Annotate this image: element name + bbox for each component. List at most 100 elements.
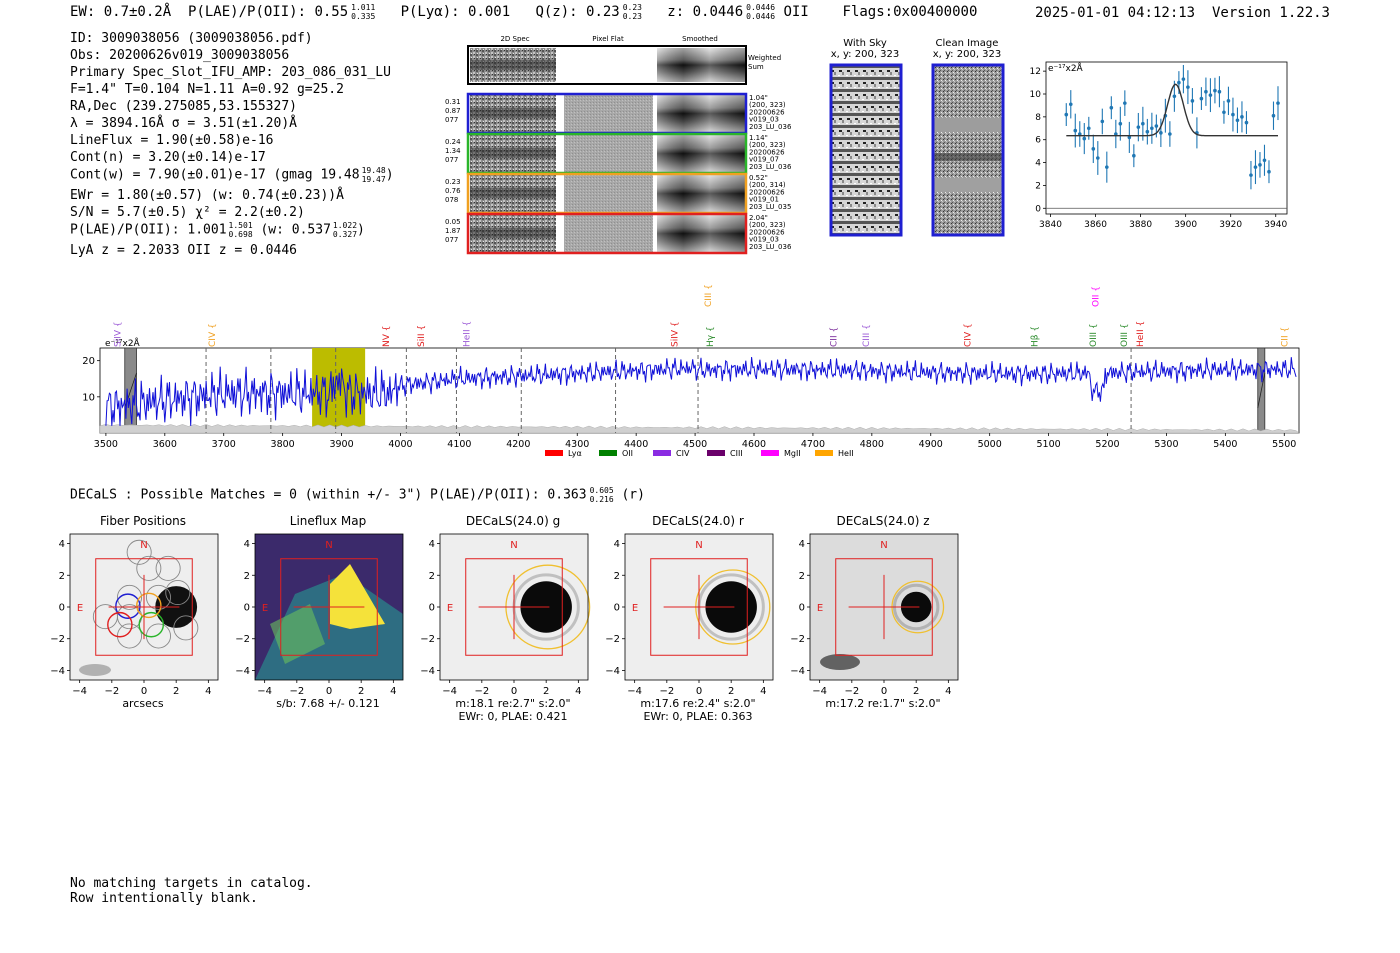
z-line: OII (783, 4, 809, 20)
zoom-data-point (1213, 88, 1217, 93)
zoom-data-point (1204, 89, 1208, 94)
pixel-flat-cell (564, 215, 653, 252)
zoom-data-point (1073, 128, 1078, 133)
smoothed-overlay (657, 135, 745, 172)
zoom-data-point (1096, 156, 1100, 160)
emission-line-name: SiIV { (671, 321, 681, 347)
full-x-tick-label: 3700 (212, 439, 236, 450)
cutout-caption-line: m:17.6 re:2.4" s:2.0" (640, 697, 756, 710)
cutout-panel-4: DECaLS(24.0) r N E −4 −4 −2 −2 0 0 2 2 4 4 m:17.6 re:… (603, 512, 788, 727)
spec2d-right-label: 1.14" (749, 134, 768, 142)
emission-line-name: CIII { (862, 324, 872, 347)
east-label: E (77, 603, 83, 614)
full-x-tick-label: 4000 (388, 439, 412, 450)
info-panel: ID: 3009038056 (3009038056.pdf) Obs: 202… (70, 30, 394, 259)
cutout-y-tick-label: 4 (799, 539, 805, 550)
emission-line-label: CIV { (963, 323, 973, 347)
emission-line-label: OIII { (1120, 323, 1130, 347)
emission-line-label: SiIV { (114, 321, 124, 347)
spec2d-right-label: 20200626 (749, 188, 785, 196)
cutout-panel-5: DECaLS(24.0) z N E −4 −4 −2 −2 0 0 2 2 4 4 m:17.2 re:… (788, 512, 973, 727)
col-title-2dspec: 2D Spec (500, 35, 529, 43)
cutout-x-tick-label: 0 (141, 686, 147, 697)
cutouts-row: Fiber Positions N E −4 −4 −2 −2 0 0 2 2 4 4 arcsecs Li… (48, 512, 988, 727)
cutout-x-tick-label: 0 (326, 686, 332, 697)
emission-line-name: NV { (382, 326, 392, 347)
legend-swatch (707, 450, 725, 456)
full-unit-label: e⁻¹⁷x2Å (105, 337, 141, 349)
fiber-params: F=1.4" T=0.104 N=1.11 A=0.92 g=25.2 (70, 82, 344, 97)
decals-lo: 0.216 (589, 495, 614, 504)
spec2d-right-label: v019_07 (749, 156, 779, 164)
spec2d-trace (470, 148, 556, 158)
legend-label: CIII (730, 449, 743, 458)
zoom-data-point (1145, 129, 1150, 134)
fiber-circle (126, 539, 152, 565)
cutout-title: Fiber Positions (99, 514, 187, 528)
clean-image-title: Clean Image (935, 38, 999, 49)
zoom-data-point (1235, 118, 1240, 123)
cutout-y-tick-label: 0 (59, 603, 65, 614)
cutout-y-tick-label: 4 (614, 539, 620, 550)
zoom-unit-label: e⁻¹⁷x2Å (1048, 62, 1084, 74)
spec2d-right-label: 2.04" (749, 214, 768, 222)
spec2d-right-label: 20200626 (749, 228, 785, 236)
emission-line-label: OIII { (1089, 323, 1099, 347)
zoom-x-tick-label: 3840 (1039, 220, 1062, 230)
z-lo: 0.0446 (746, 12, 776, 21)
emission-line-label: CIII { (704, 284, 714, 307)
spectrum-line (105, 356, 1297, 426)
zoom-data-point (1091, 147, 1096, 151)
full-x-tick-label: 3500 (94, 439, 118, 450)
legend-label: CIV (676, 449, 690, 458)
north-label: N (695, 540, 702, 551)
spec2d-panel: 2D Spec Pixel Flat Smoothed Weighted Sum… (445, 35, 792, 255)
noise-floor (99, 424, 1300, 434)
fiber-circle (165, 580, 191, 606)
legend-swatch (545, 450, 563, 456)
footer-line-1: No matching targets in catalog. (70, 876, 313, 891)
cutout-y-tick-label: 2 (799, 571, 805, 582)
legend-swatch (653, 450, 671, 456)
flags-value: Flags:0x00400000 (842, 4, 978, 20)
cutout-y-tick-label: 0 (429, 603, 435, 614)
zoom-y-tick-label: 6 (1035, 136, 1041, 146)
weighted-label-1: Weighted (748, 54, 781, 62)
cutout-caption-line: m:17.2 re:1.7" s:2.0" (825, 697, 941, 710)
clean-image-xy: x, y: 200, 323 (932, 49, 1002, 60)
line-flux: LineFlux = 1.90(±0.58)e-16 (70, 133, 274, 148)
with-sky-image (829, 63, 903, 237)
fiber-circle (145, 584, 171, 610)
cutout-caption-line: m:18.1 re:2.7" s:2.0" (455, 697, 571, 710)
zoom-data-point (1136, 125, 1141, 129)
north-label: N (325, 540, 332, 551)
cutout-panel-1: Fiber Positions N E −4 −4 −2 −2 0 0 2 2 4 4 arcsecs (48, 512, 233, 727)
cutout-y-tick-label: −4 (420, 666, 435, 677)
zoom-data-point (1064, 112, 1069, 117)
with-sky-header: With Sky x, y: 200, 323 (822, 38, 908, 60)
emission-line-label: HeII { (1136, 321, 1146, 347)
zoom-data-point (1222, 110, 1226, 115)
decals-summary-text: DECaLS : Possible Matches = 0 (within +/… (70, 487, 587, 503)
zoom-data-point (1109, 105, 1114, 110)
cutout-x-tick-label: −2 (474, 686, 489, 697)
decals-hi: 0.605 (589, 486, 614, 495)
spec2d-right-label: (200, 323) (749, 221, 786, 229)
qz-value: Q(z): 0.23 (535, 4, 620, 20)
cutout-caption-line: EWr: 0, PLAE: 0.421 (458, 710, 568, 723)
cutout-y-tick-label: 2 (429, 571, 435, 582)
smoothed-overlay (657, 175, 745, 212)
cutout-x-tick-label: 4 (390, 686, 396, 697)
cutout-caption: m:17.2 re:1.7" s:2.0" (798, 697, 968, 710)
footer-notes: No matching targets in catalog. Row inte… (70, 876, 313, 906)
with-sky-title: With Sky (843, 38, 887, 49)
search-box (835, 558, 933, 656)
full-spectrum-chart: e⁻¹⁷x2Å 3500 3600 3700 3800 3900 4000 4100 4200… (82, 284, 1300, 458)
spec2d-right-label: 203_LU_035 (749, 203, 791, 211)
weighted-label-2: Sum (748, 63, 764, 71)
plae-w-lo: 0.327 (332, 230, 358, 239)
full-x-tick-label: 4700 (801, 439, 825, 450)
cutout-image: N E −4 −4 −2 −2 0 0 2 2 4 4 (790, 533, 959, 697)
zoom-spectrum-chart: e⁻¹⁷x2Å 3840 3860 3880 3900 3920 3940 0 2 4 6 8 10 1… (1030, 61, 1287, 230)
emission-line-name: SiIV { (114, 321, 124, 347)
